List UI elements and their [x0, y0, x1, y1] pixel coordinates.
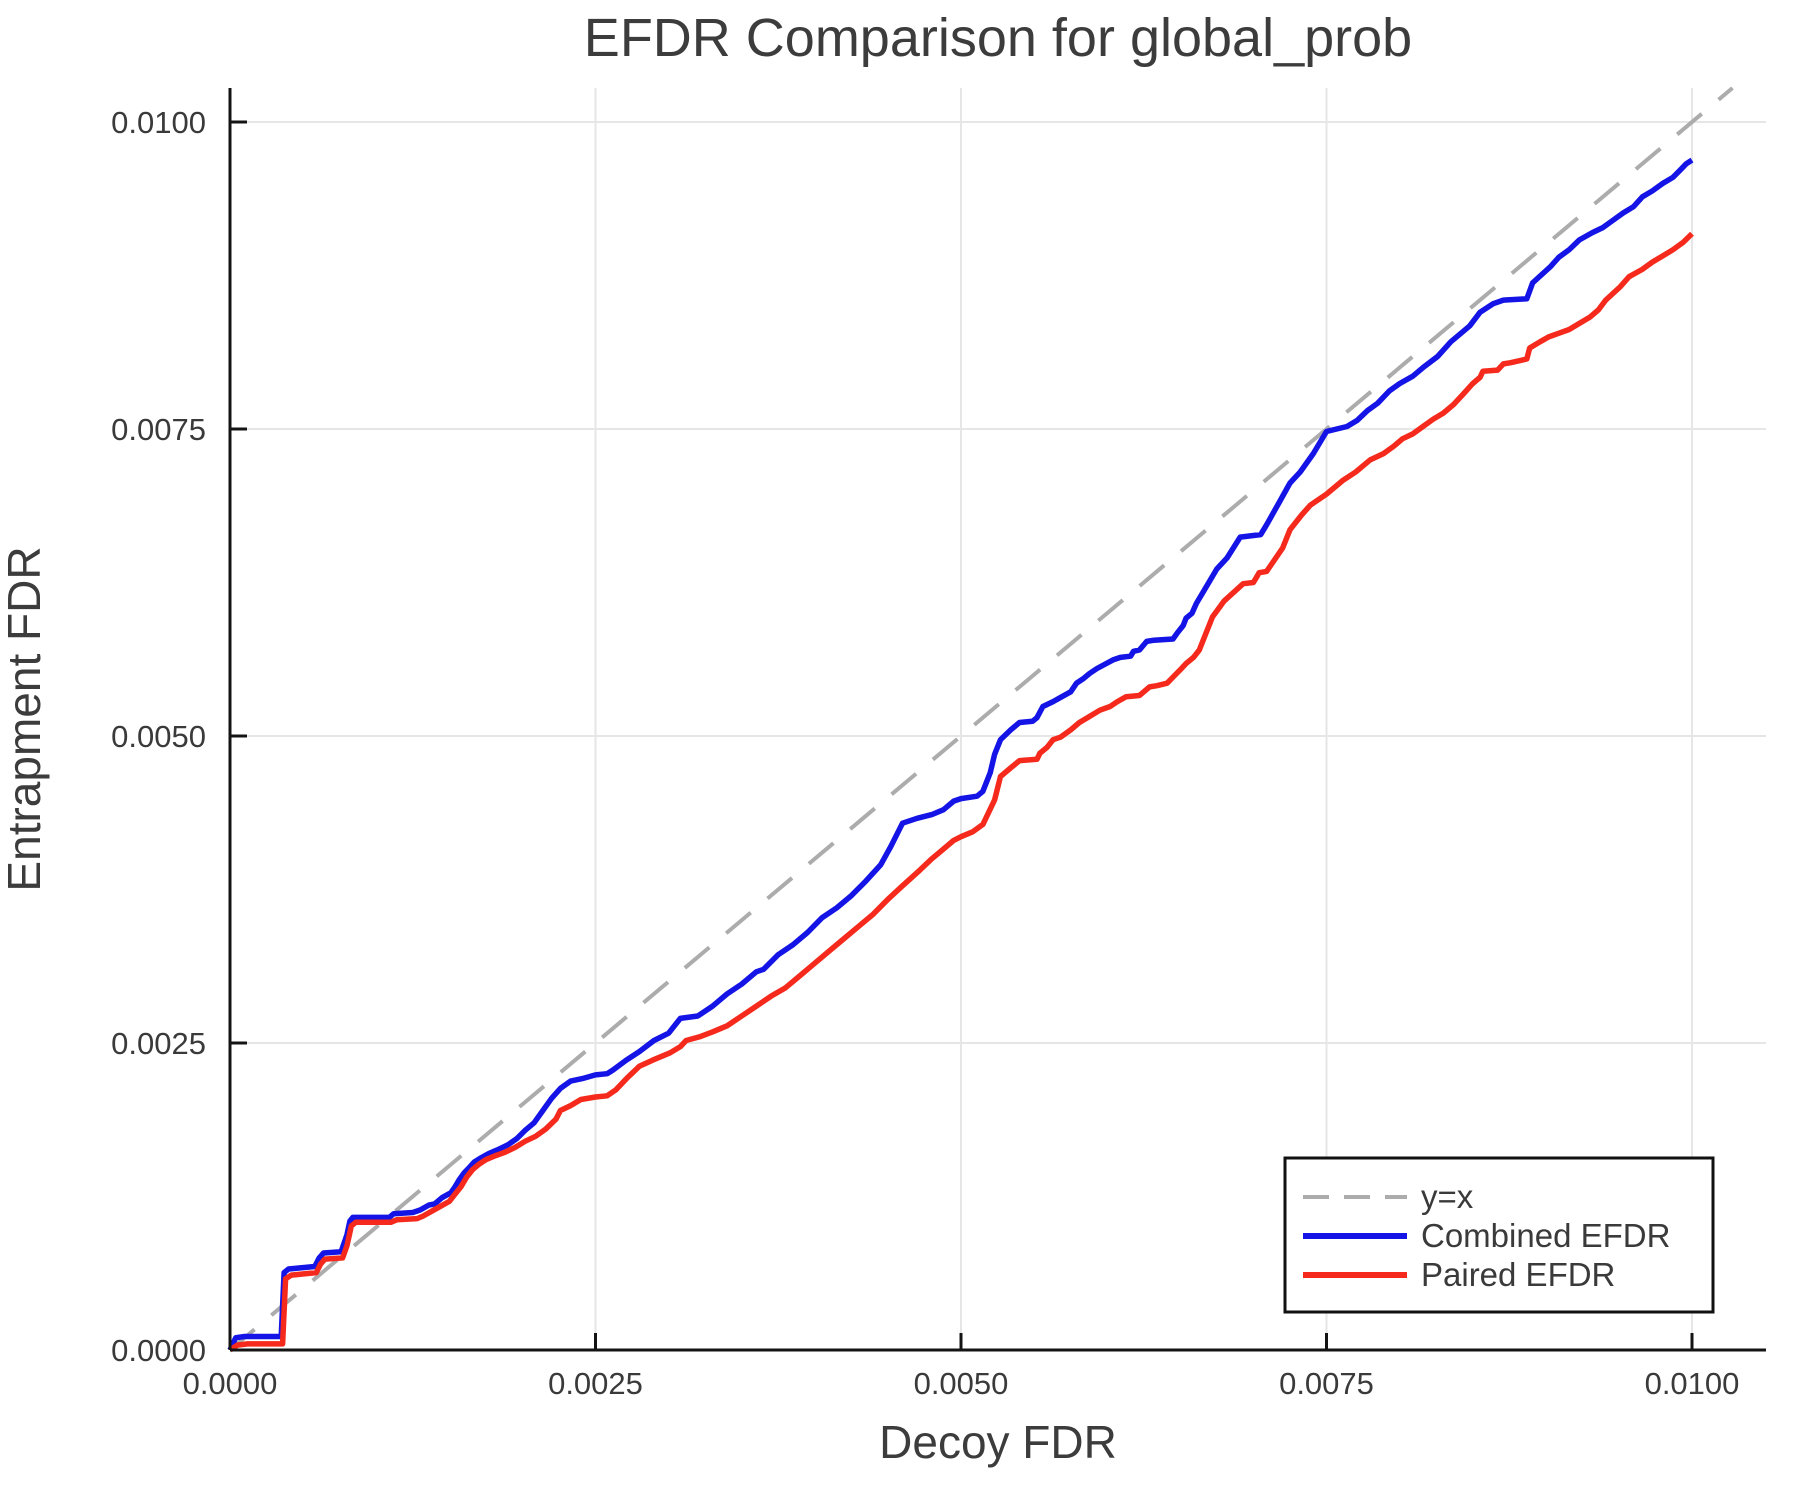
- series-combined-efdr: [227, 157, 1694, 1352]
- chart-title: EFDR Comparison for global_prob: [584, 8, 1412, 68]
- y-tick-label: 0.0025: [111, 1026, 206, 1061]
- legend-label-combined: Combined EFDR: [1421, 1217, 1670, 1254]
- legend-label-paired: Paired EFDR: [1421, 1256, 1615, 1293]
- legend-label-yx: y=x: [1421, 1178, 1474, 1215]
- x-tick-label: 0.0025: [548, 1366, 643, 1401]
- y-tick-label: 0.0000: [111, 1333, 206, 1368]
- series-y-x: [228, 86, 1734, 1352]
- x-axis-label: Decoy FDR: [879, 1416, 1117, 1468]
- axes: [228, 88, 1766, 1352]
- x-tick-label: 0.0075: [1279, 1366, 1374, 1401]
- series-paired-efdr: [228, 231, 1694, 1353]
- tick-labels: 0.0000 0.0025 0.0050 0.0075 0.0100 0.0000 0.00…: [111, 105, 1739, 1401]
- data-series: [227, 86, 1734, 1353]
- x-tick-label: 0.0100: [1645, 1366, 1740, 1401]
- x-tick-label: 0.0000: [183, 1366, 278, 1401]
- y-axis-label: Entrapment FDR: [0, 546, 50, 891]
- grid-lines: [230, 88, 1766, 1350]
- x-tick-label: 0.0050: [914, 1366, 1009, 1401]
- y-tick-label: 0.0100: [111, 105, 206, 140]
- legend: y=x Combined EFDR Paired EFDR: [1283, 1156, 1715, 1314]
- y-tick-label: 0.0075: [111, 412, 206, 447]
- y-tick-label: 0.0050: [111, 719, 206, 754]
